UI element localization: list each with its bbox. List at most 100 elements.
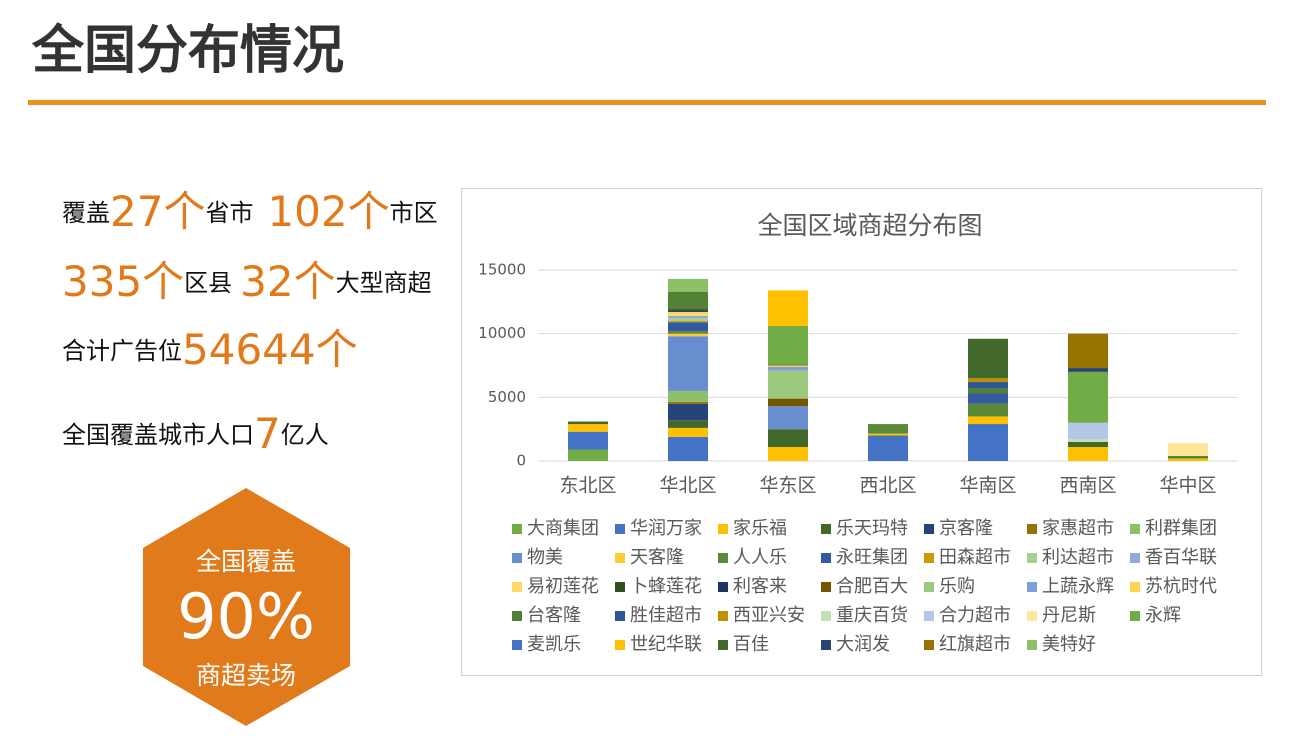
legend-swatch [1027, 611, 1037, 621]
legend-label: 易初莲花 [527, 576, 599, 597]
y-tick-label: 0 [516, 452, 526, 470]
bar-segment [1068, 333, 1108, 369]
legend-swatch [821, 553, 831, 563]
legend-swatch [512, 553, 522, 563]
stat-text: 省市 [205, 199, 253, 227]
x-tick-label: 华南区 [959, 475, 1016, 497]
legend-label: 卜蜂莲花 [630, 576, 702, 597]
bar-segment [868, 424, 908, 434]
bar-segment [1068, 368, 1108, 372]
bar-segment [768, 326, 808, 365]
legend-label: 台客隆 [527, 605, 581, 626]
legend-label: 家惠超市 [1042, 518, 1114, 539]
bar-segment [668, 310, 708, 313]
legend-swatch [1130, 611, 1140, 621]
legend-swatch [821, 640, 831, 650]
legend-swatch [718, 582, 728, 592]
legend-swatch [1027, 553, 1037, 563]
bar-segment [1168, 443, 1208, 456]
legend-swatch [1027, 640, 1037, 650]
bar-segment [768, 406, 808, 430]
x-tick-label: 华北区 [659, 475, 716, 497]
legend-label: 乐购 [939, 576, 975, 597]
bar-segment [968, 388, 1008, 394]
bar-segment [668, 420, 708, 428]
legend-label: 乐天玛特 [836, 518, 908, 539]
bar-segment [1068, 422, 1108, 440]
legend-label: 香百华联 [1145, 547, 1217, 568]
stat-number: 27个 [110, 187, 205, 236]
legend-label: 田森超市 [939, 547, 1011, 568]
bar-segment [668, 403, 708, 421]
legend-label: 大商集团 [527, 518, 599, 539]
legend-label: 永辉 [1145, 605, 1181, 626]
legend-label: 西亚兴安 [733, 605, 805, 626]
bar-segment [568, 431, 608, 450]
legend-label: 丹尼斯 [1042, 605, 1096, 626]
stat-number: 335个 [62, 257, 184, 306]
legend-swatch [718, 553, 728, 563]
bar-segment [968, 338, 1008, 379]
legend-swatch [512, 582, 522, 592]
bar-segment [1168, 458, 1208, 461]
legend-swatch [615, 611, 625, 621]
legend-label: 大润发 [836, 634, 890, 655]
legend-label: 美特好 [1042, 634, 1096, 655]
bar-segment [968, 403, 1008, 417]
bar-segment [968, 424, 1008, 461]
stat-text: 全国覆盖城市人口 [62, 421, 254, 449]
legend-label: 红旗超市 [939, 634, 1011, 655]
legend-label: 百佳 [733, 634, 769, 655]
bar-segment [1068, 441, 1108, 447]
legend-label: 京客隆 [939, 518, 993, 539]
bar-segment [668, 291, 708, 310]
legend-label: 上蔬永辉 [1042, 576, 1114, 597]
legend-label: 合肥百大 [836, 576, 908, 597]
legend-label: 家乐福 [733, 518, 787, 539]
bar-segment [668, 333, 708, 337]
bar-segment [968, 378, 1008, 383]
legend-swatch [615, 524, 625, 534]
bar-segment [568, 421, 608, 425]
y-tick-label: 5000 [488, 388, 526, 406]
bar-segment [668, 309, 708, 311]
bar-segment [1068, 446, 1108, 461]
legend-label: 利达超市 [1042, 547, 1114, 568]
legend-swatch [615, 582, 625, 592]
legend-swatch [1130, 553, 1140, 563]
legend-swatch [512, 640, 522, 650]
bar-segment [1068, 371, 1108, 423]
legend-swatch [924, 553, 934, 563]
stat-line: 全国覆盖城市人口7亿人 [62, 409, 329, 458]
title-underline [28, 100, 1266, 105]
stat-text: 大型商超 [336, 269, 432, 297]
y-tick-label: 15000 [478, 261, 526, 279]
legend-label: 华润万家 [630, 518, 702, 539]
legend-swatch [718, 524, 728, 534]
bar-segment [668, 322, 708, 332]
bar-segment [668, 278, 708, 292]
bar-segment [1068, 439, 1108, 442]
bar-segment [668, 318, 708, 321]
bar-segment [668, 320, 708, 323]
badge-top: 全国覆盖 [196, 547, 296, 576]
chart-title: 全国区域商超分布图 [757, 211, 982, 240]
legend-swatch [924, 611, 934, 621]
x-tick-label: 西北区 [859, 475, 916, 497]
stat-number: 54644个 [182, 325, 358, 374]
bar-segment [768, 290, 808, 327]
x-tick-label: 东北区 [559, 475, 616, 497]
bar-segment [668, 336, 708, 391]
bar-segment [668, 315, 708, 319]
bar-segment [1168, 455, 1208, 459]
legend-label: 利客来 [733, 576, 787, 597]
bar-segment [668, 331, 708, 334]
legend-label: 世纪华联 [630, 634, 702, 655]
bar-segment [668, 436, 708, 461]
stat-number: 7 [254, 409, 281, 458]
bar-segment [768, 429, 808, 447]
legend-label: 永旺集团 [836, 547, 908, 568]
bar-segment [768, 398, 808, 407]
legend-swatch [821, 611, 831, 621]
